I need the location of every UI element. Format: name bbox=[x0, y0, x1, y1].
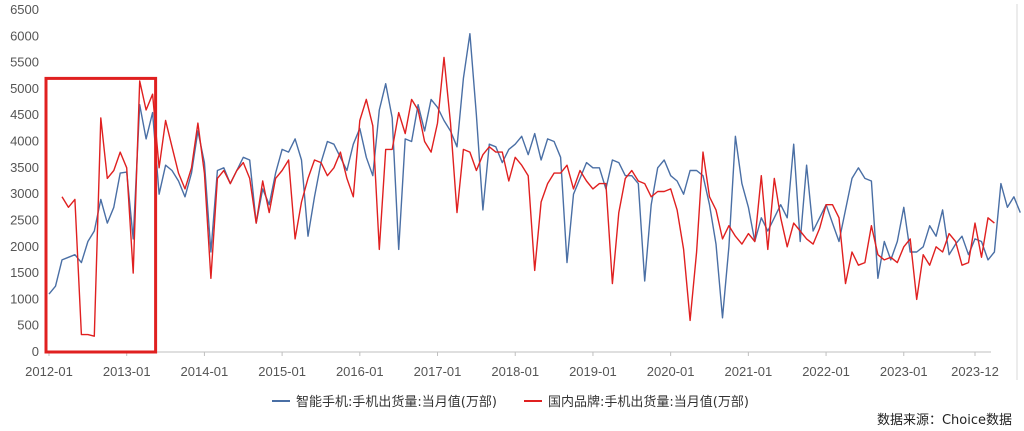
y-tick-label: 0 bbox=[32, 344, 39, 359]
x-tick-label: 2017-01 bbox=[414, 364, 462, 379]
x-tick-label: 2016-01 bbox=[336, 364, 384, 379]
y-tick-label: 5000 bbox=[10, 81, 39, 96]
x-tick-label: 2014-01 bbox=[181, 364, 229, 379]
y-axis: 0 500 1000 1500 2000 2500 3000 3500 4000 4500 5000… bbox=[10, 2, 39, 359]
x-tick-label: 2013-01 bbox=[103, 364, 151, 379]
y-tick-label: 2000 bbox=[10, 239, 39, 254]
x-tick-label: 2019-01 bbox=[569, 364, 617, 379]
y-tick-label: 5500 bbox=[10, 55, 39, 70]
x-tick-label: 2018-01 bbox=[491, 364, 539, 379]
legend-label-2: 国内品牌:手机出货量:当月值(万部) bbox=[548, 394, 749, 410]
x-tick-label: 2020-01 bbox=[647, 364, 695, 379]
x-tick-label: 2015-01 bbox=[258, 364, 306, 379]
series-line-1 bbox=[48, 33, 1021, 319]
y-tick-label: 1500 bbox=[10, 265, 39, 280]
x-axis: 2012-01 2013-01 2014-01 2015-01 2016-01 2017-… bbox=[25, 352, 999, 379]
x-tick-label: 2012-01 bbox=[25, 364, 73, 379]
y-tick-label: 500 bbox=[17, 318, 39, 333]
y-tick-label: 6500 bbox=[10, 2, 39, 17]
legend-label-1: 智能手机:手机出货量:当月值(万部) bbox=[296, 394, 497, 410]
y-tick-label: 3000 bbox=[10, 186, 39, 201]
y-tick-label: 2500 bbox=[10, 212, 39, 227]
y-tick-label: 1000 bbox=[10, 291, 39, 306]
y-tick-label: 6000 bbox=[10, 28, 39, 43]
x-tick-label: 2022-01 bbox=[802, 364, 850, 379]
x-tick-label: 2021-01 bbox=[724, 364, 772, 379]
y-tick-label: 4500 bbox=[10, 107, 39, 122]
x-tick-label: 2023-01 bbox=[880, 364, 928, 379]
series-layer bbox=[48, 33, 1021, 337]
series-line-2 bbox=[61, 56, 995, 337]
legend: 智能手机:手机出货量:当月值(万部) 国内品牌:手机出货量:当月值(万部) bbox=[272, 394, 749, 410]
y-tick-label: 4000 bbox=[10, 134, 39, 149]
source-label: 数据来源：Choice数据 bbox=[877, 413, 1012, 428]
highlight-box bbox=[44, 76, 158, 354]
x-tick-label: 2023-12 bbox=[951, 364, 999, 379]
y-tick-label: 3500 bbox=[10, 160, 39, 175]
